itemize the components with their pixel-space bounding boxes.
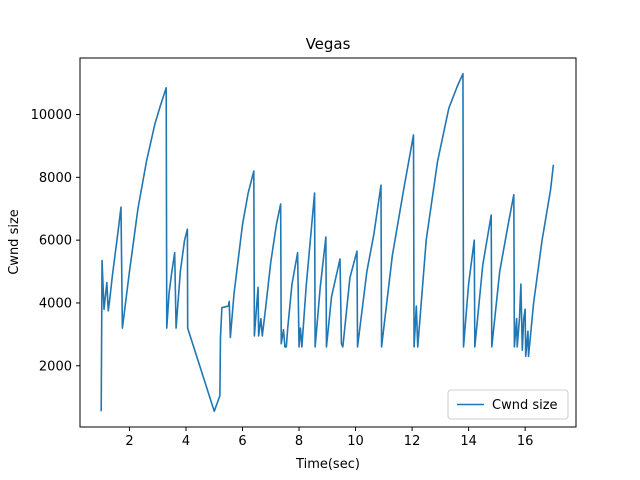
y-tick-label: 6000	[39, 234, 72, 249]
y-tick-label: 2000	[39, 359, 72, 374]
legend: Cwnd size	[447, 389, 569, 420]
y-tick-label: 4000	[39, 296, 72, 311]
plot-area: 2 4 6 8 10 12 14 16 2000 4000 6000 8000 10000	[31, 57, 577, 449]
series-line-0	[100, 72, 555, 413]
y-axis-label: Cwnd size	[7, 209, 22, 275]
y-tick-label: 10000	[31, 108, 72, 123]
x-tick-label: 10	[347, 434, 364, 449]
chart-title: Vegas	[306, 35, 351, 53]
x-tick-label: 16	[517, 434, 534, 449]
x-tick-label: 8	[295, 434, 303, 449]
x-axis-label: Time(sec)	[295, 457, 360, 472]
x-tick-label: 2	[125, 434, 133, 449]
legend-box	[447, 389, 569, 420]
x-tick-label: 6	[238, 434, 246, 449]
axes-frame	[79, 57, 577, 428]
x-tick-label: 4	[182, 434, 190, 449]
x-tick-label: 12	[404, 434, 421, 449]
x-tick-label: 14	[460, 434, 477, 449]
y-tick-label: 8000	[39, 171, 72, 186]
legend-label: Cwnd size	[492, 398, 558, 413]
